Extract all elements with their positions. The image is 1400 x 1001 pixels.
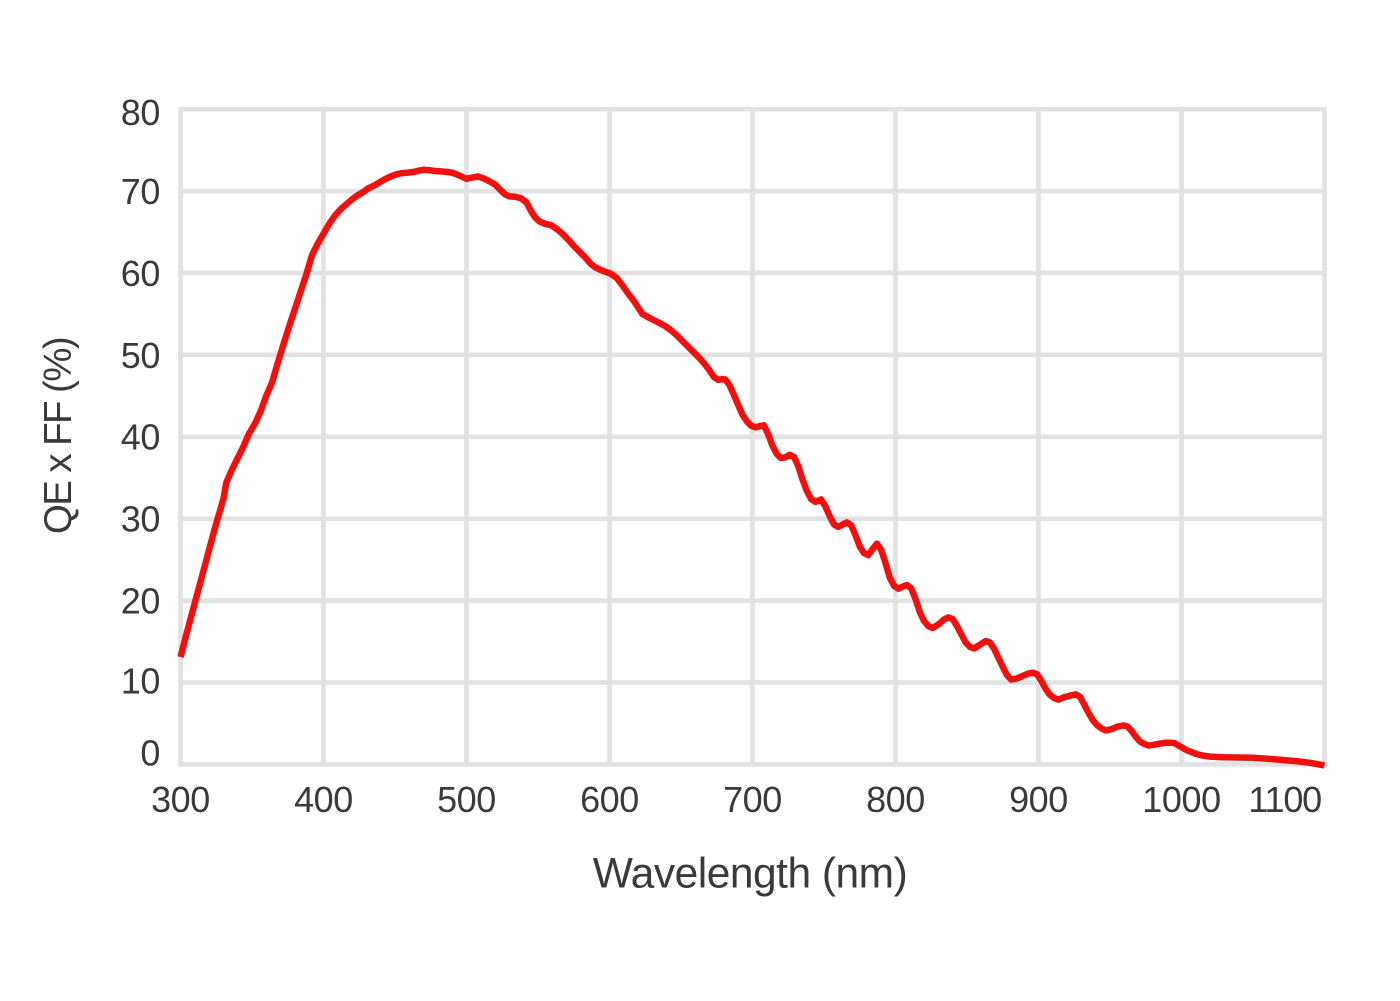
svg-text:30: 30 [121,499,160,540]
svg-text:60: 60 [121,253,160,294]
svg-text:1100: 1100 [1248,779,1321,820]
svg-text:700: 700 [723,779,782,820]
svg-text:QE x FF (%): QE x FF (%) [37,338,80,534]
svg-text:400: 400 [294,779,353,820]
svg-text:500: 500 [437,779,496,820]
svg-text:300: 300 [151,779,210,820]
svg-text:10: 10 [121,661,160,702]
svg-text:80: 80 [121,92,160,133]
svg-text:50: 50 [121,335,160,376]
svg-text:20: 20 [121,581,160,622]
svg-text:40: 40 [121,417,160,458]
svg-text:70: 70 [121,171,160,212]
svg-text:0: 0 [140,732,160,773]
svg-text:Wavelength (nm): Wavelength (nm) [593,851,908,898]
svg-text:1000: 1000 [1142,779,1221,820]
svg-text:800: 800 [866,779,925,820]
svg-text:600: 600 [580,779,639,820]
svg-text:900: 900 [1009,779,1068,820]
